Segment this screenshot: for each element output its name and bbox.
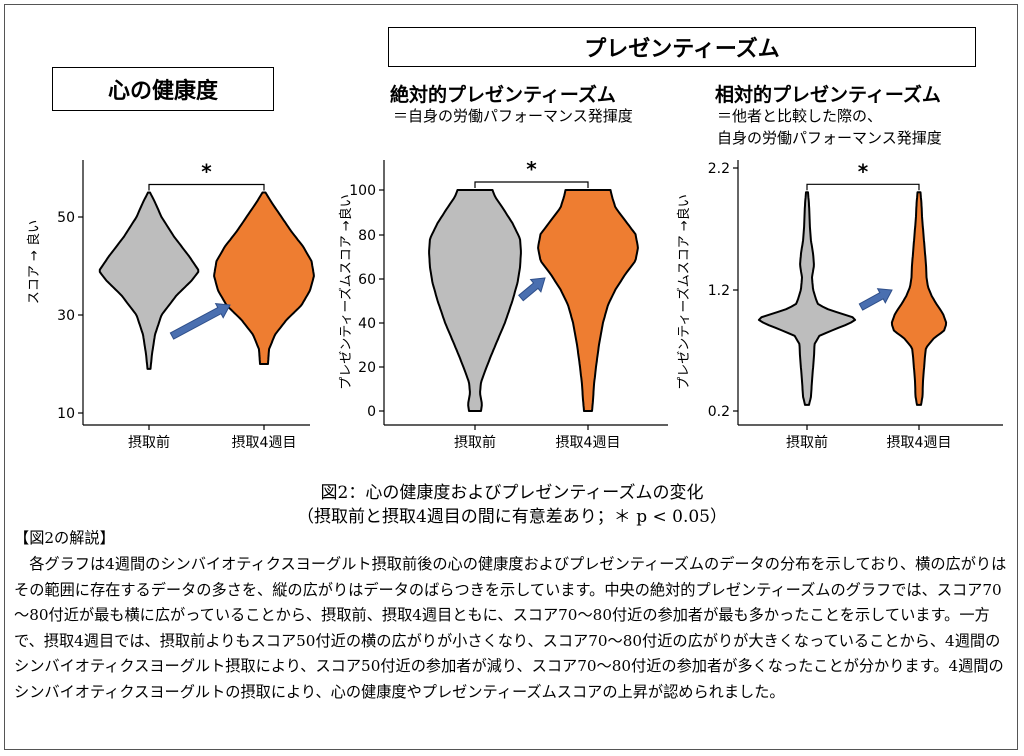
x-tick-label: 摂取前 xyxy=(786,434,828,451)
relative-presenteeism-desc-1: ＝他者と比較した際の、 xyxy=(717,107,883,125)
explanation-heading: 【図2の解説】 xyxy=(14,529,115,547)
improvement-arrow-shape xyxy=(858,288,893,311)
y-axis-label: プレゼンティーズムスコア →良い xyxy=(338,194,354,390)
significance-bracket xyxy=(148,183,265,191)
violin-charts: 10 30 50 摂取前 摂取4週目 スコア → 良い * 0 20 40 60 80 100 摂取前 摂取… xyxy=(26,157,1003,451)
presenteeism-title: プレゼンティーズム xyxy=(584,37,780,62)
mental-health-title: 心の健康度 xyxy=(107,79,218,104)
significance-star: * xyxy=(201,160,212,184)
y-tick-label: 60 xyxy=(358,272,376,288)
y-tick-label: 2.2 xyxy=(708,161,730,177)
improvement-arrow xyxy=(518,277,546,302)
significance-bracket xyxy=(806,183,920,191)
improvement-arrow-shape xyxy=(169,303,231,340)
mental-health-title-box: 心の健康度 xyxy=(52,67,274,111)
relative-presenteeism-desc-2: 自身の労働パフォーマンス発揮度 xyxy=(717,129,942,147)
y-tick-label: 30 xyxy=(57,308,75,324)
figure-caption-line2: （摂取前と摂取4週目の間に有意差あり；＊ p < 0.05） xyxy=(296,507,727,527)
x-tick-label: 摂取前 xyxy=(128,434,170,451)
y-axis-label: プレゼンティーズムスコア →良い xyxy=(676,194,692,390)
y-tick-label: 0.2 xyxy=(708,404,730,420)
figure-frame xyxy=(4,4,1018,750)
y-tick-label: 100 xyxy=(349,183,376,199)
violin-before xyxy=(428,189,522,412)
x-tick-label: 摂取4週目 xyxy=(887,435,952,451)
violin-after xyxy=(213,191,315,365)
violin-before xyxy=(757,191,857,406)
y-tick-label: 10 xyxy=(57,406,75,422)
y-axis-label: スコア → 良い xyxy=(26,220,42,304)
y-tick-label: 50 xyxy=(57,210,75,226)
absolute-presenteeism-desc: ＝自身の労働パフォーマンス発揮度 xyxy=(393,107,633,125)
improvement-arrow xyxy=(858,288,893,311)
significance-star: * xyxy=(526,157,537,181)
absolute-presenteeism-title: 絶対的プレゼンティーズム xyxy=(390,84,616,106)
improvement-arrow-shape xyxy=(518,277,546,302)
violin-after xyxy=(890,191,948,406)
y-tick-label: 40 xyxy=(358,316,376,332)
significance-star: * xyxy=(858,159,869,183)
relative-presenteeism-title: 相対的プレゼンティーズム xyxy=(715,84,941,106)
violin-after xyxy=(537,189,639,412)
improvement-arrow xyxy=(169,303,231,340)
explanation-body: 各グラフは4週間のシンバイオティクスヨーグルト摂取前後の心の健康度およびプレゼン… xyxy=(14,555,1007,701)
significance-bracket xyxy=(474,181,589,188)
y-tick-label: 1.2 xyxy=(708,283,730,299)
presenteeism-title-box: プレゼンティーズム xyxy=(388,27,976,67)
y-tick-label: 80 xyxy=(358,228,376,244)
x-tick-label: 摂取4週目 xyxy=(232,435,297,451)
y-tick-label: 0 xyxy=(367,404,376,420)
x-tick-label: 摂取前 xyxy=(454,434,496,451)
y-tick-label: 20 xyxy=(358,360,376,376)
violin-before xyxy=(98,191,200,370)
figure-caption-line1: 図2：心の健康度およびプレゼンティーズムの変化 xyxy=(320,483,704,503)
x-tick-label: 摂取4週目 xyxy=(556,435,621,451)
